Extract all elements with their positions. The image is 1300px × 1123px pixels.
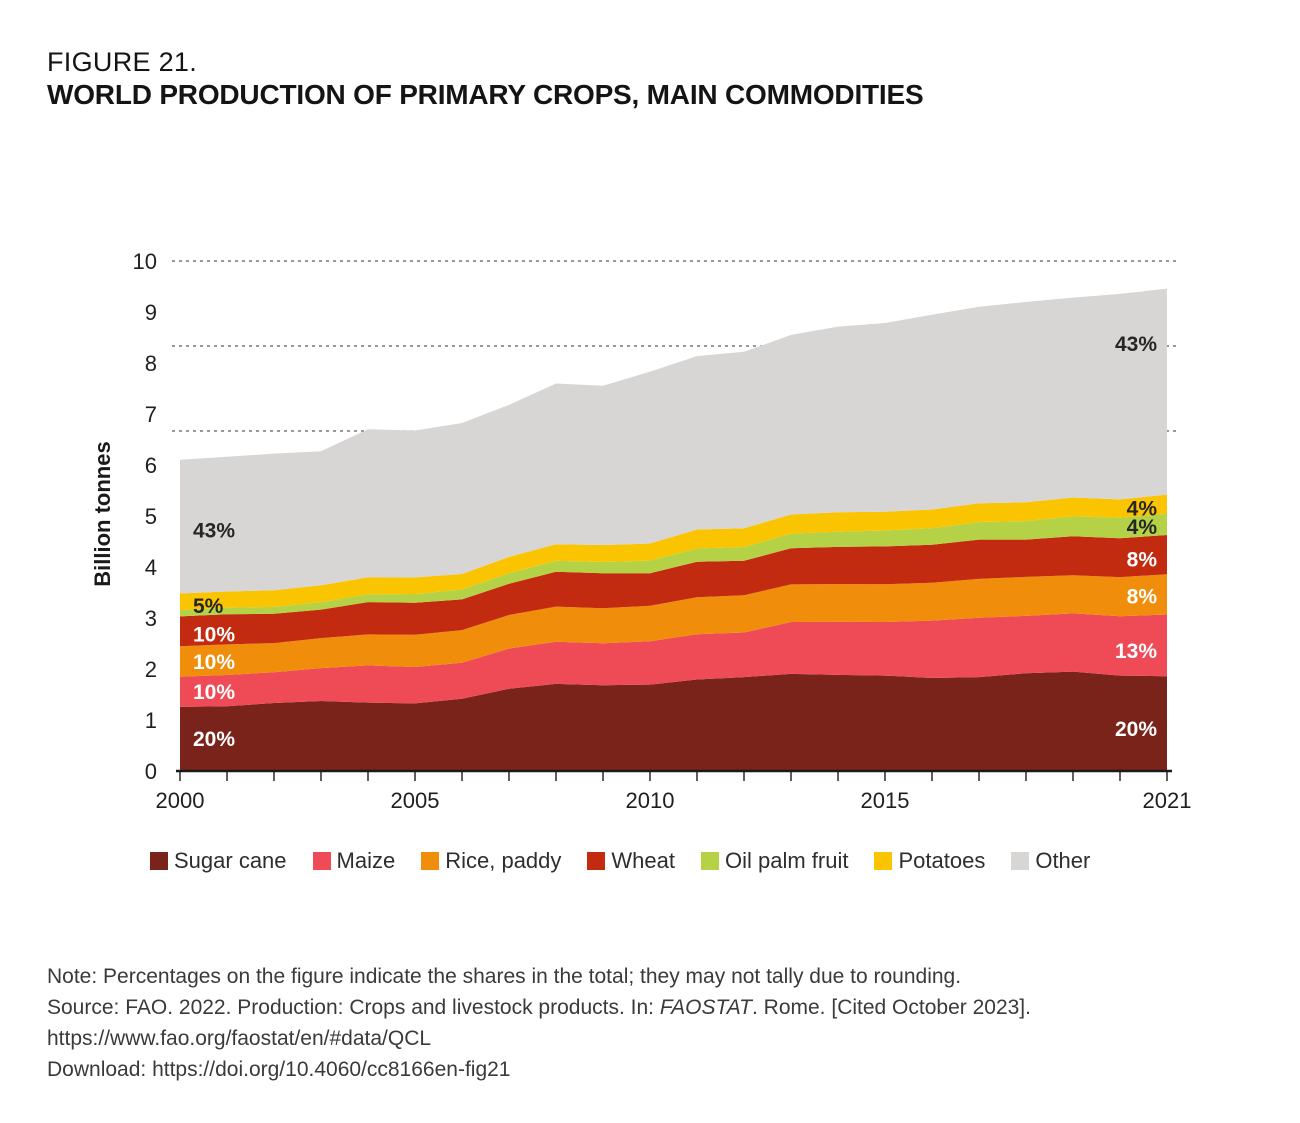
legend-label-rice-paddy: Rice, paddy (445, 848, 562, 873)
source-url-link[interactable]: https://www.fao.org/faostat/en/#data/QCL (47, 1027, 432, 1050)
figure-notes: Note: Percentages on the figure indicate… (47, 961, 1031, 1085)
legend-swatch-oil-palm-fruit (701, 852, 719, 870)
area-wheat (180, 535, 1167, 647)
share-label-8-4pct: 4% (1127, 516, 1158, 539)
axes: 2000 2005 2010 2015 2021 0 1 2 3 4 5 6 7 8 9 10 (133, 249, 1192, 813)
area-maize (180, 613, 1167, 707)
legend-swatch-other (1011, 852, 1030, 870)
download-label: Download: (47, 1058, 153, 1081)
share-label-5-20pct: 20% (193, 728, 235, 751)
area-potatoes (180, 494, 1167, 611)
share-label-4-10pct: 10% (193, 681, 235, 704)
download-line: Download: https://doi.org/10.4060/cc8166… (47, 1054, 1031, 1085)
x-tick-label-2005: 2005 (391, 788, 440, 813)
legend-label-oil-palm-fruit: Oil palm fruit (725, 848, 849, 873)
legend-swatch-wheat (587, 852, 606, 870)
y-tick-label-0: 0 (145, 759, 157, 784)
y-tick-label-8: 8 (145, 351, 157, 376)
legend-item-rice-paddy: Rice, paddy (421, 848, 561, 874)
legend-label-sugar-cane: Sugar cane (174, 848, 287, 873)
legend-label-potatoes: Potatoes (898, 848, 986, 873)
source-line: Source: FAO. 2022. Production: Crops and… (47, 992, 1031, 1023)
figure-title: WORLD PRODUCTION OF PRIMARY CROPS, MAIN … (47, 79, 924, 110)
x-tick-label-2021: 2021 (1143, 788, 1192, 813)
legend-item-other: Other (1011, 848, 1090, 874)
y-tick-label-1: 1 (145, 708, 157, 733)
share-label-1-5pct: 5% (193, 595, 224, 618)
share-label-11-13pct: 13% (1115, 640, 1157, 663)
legend-swatch-potatoes (874, 852, 893, 870)
x-tick-label-2000: 2000 (156, 788, 205, 813)
figure-title-block: FIGURE 21. WORLD PRODUCTION OF PRIMARY C… (47, 46, 924, 112)
y-tick-label-2: 2 (145, 657, 157, 682)
y-tick-label-10: 10 (133, 249, 157, 274)
y-tick-label-4: 4 (145, 555, 157, 580)
share-annotations: 43% 5% 10% 10% 10% 20% 43% 4%4% 8% 8% 13% 20% (193, 333, 1157, 751)
source-prefix: Source: FAO. 2022. Production: Crops and… (47, 996, 660, 1019)
legend-swatch-rice-paddy (421, 852, 440, 870)
y-tick-label-6: 6 (145, 453, 157, 478)
y-tick-label-5: 5 (145, 504, 157, 529)
figure-number: FIGURE 21. (47, 47, 198, 77)
chart-legend: Sugar cane Maize Rice, paddy Wheat Oil p… (150, 848, 1090, 874)
area-other (180, 288, 1167, 594)
area-oil-palm-fruit (180, 513, 1167, 617)
legend-item-oil-palm-fruit: Oil palm fruit (701, 848, 848, 874)
y-tick-label-9: 9 (145, 300, 157, 325)
share-label-7-4pct: 4% (1127, 497, 1158, 520)
y-axis-label: Billion tonnes (90, 441, 115, 586)
source-italic: FAOSTAT (659, 996, 752, 1019)
note-line: Note: Percentages on the figure indicate… (47, 965, 962, 988)
download-url-link[interactable]: https://doi.org/10.4060/cc8166en-fig21 (152, 1058, 511, 1081)
source-suffix: . Rome. [Cited October 2023]. (752, 996, 1031, 1019)
share-label-6-43pct: 43% (1115, 333, 1157, 356)
area-series (180, 288, 1167, 771)
legend-swatch-sugar-cane (150, 852, 168, 870)
share-label-12-20pct: 20% (1115, 718, 1157, 741)
y-tick-label-3: 3 (145, 606, 157, 631)
legend-label-wheat: Wheat (611, 848, 675, 873)
legend-swatch-maize (312, 852, 331, 870)
share-label-2-10pct: 10% (193, 623, 235, 646)
y-tick-label-7: 7 (145, 402, 157, 427)
legend-item-sugar-cane: Sugar cane (150, 848, 287, 874)
share-label-3-10pct: 10% (193, 651, 235, 674)
legend-item-potatoes: Potatoes (874, 848, 985, 874)
legend-label-maize: Maize (336, 848, 396, 873)
x-tick-label-2015: 2015 (861, 788, 910, 813)
share-label-10-8pct: 8% (1127, 586, 1158, 609)
share-label-9-8pct: 8% (1127, 548, 1158, 571)
area-sugar-cane (180, 671, 1167, 771)
legend-label-other: Other (1035, 848, 1091, 873)
legend-item-wheat: Wheat (587, 848, 675, 874)
legend-item-maize: Maize (312, 848, 396, 874)
share-label-0-43pct: 43% (193, 519, 235, 542)
area-rice-paddy (180, 574, 1167, 677)
x-tick-label-2010: 2010 (626, 788, 675, 813)
